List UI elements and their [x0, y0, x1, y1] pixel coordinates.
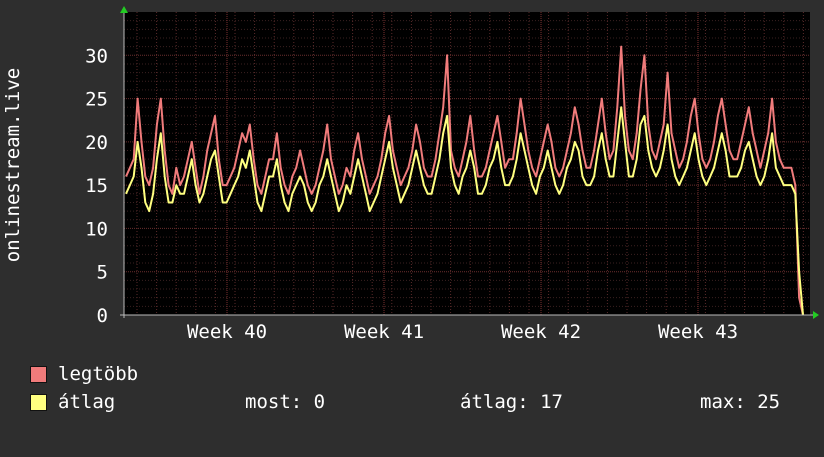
y-tick-label: 10	[85, 218, 108, 240]
y-tick-label: 15	[85, 175, 108, 197]
x-tick-label: Week 41	[344, 321, 424, 343]
x-tick-label: Week 43	[658, 321, 738, 343]
legend-swatch-avg	[30, 394, 47, 411]
y-tick-label: 20	[85, 132, 108, 154]
x-tick-label: Week 40	[187, 321, 267, 343]
stat-now: most: 0	[245, 391, 326, 413]
series-line-max	[125, 45, 804, 316]
legend-label-avg: átlag	[58, 391, 116, 413]
y-tick-label: 30	[85, 45, 108, 67]
stat-max: max: 25	[700, 391, 781, 413]
legend-item-avg: átlag	[30, 391, 115, 413]
legend-swatch-max	[30, 366, 47, 383]
x-axis-arrow	[813, 311, 819, 319]
y-axis-ticks: 0 5 10 15 20 25 30	[85, 45, 108, 327]
stat-average: átlag: 17	[460, 391, 563, 413]
y-axis-title: onlinestream.live	[2, 68, 24, 262]
series-lines	[125, 45, 804, 316]
x-tick-label: Week 42	[501, 321, 581, 343]
y-tick-label: 0	[97, 305, 108, 327]
y-axis-arrow	[120, 6, 128, 13]
legend-label-max: legtöbb	[58, 363, 139, 385]
y-tick-label: 25	[85, 89, 108, 111]
series-line-avg	[125, 106, 804, 316]
legend-item-max: legtöbb	[30, 363, 138, 385]
y-tick-label: 5	[97, 262, 108, 284]
x-axis-ticks: Week 40 Week 41 Week 42 Week 43	[187, 321, 738, 343]
